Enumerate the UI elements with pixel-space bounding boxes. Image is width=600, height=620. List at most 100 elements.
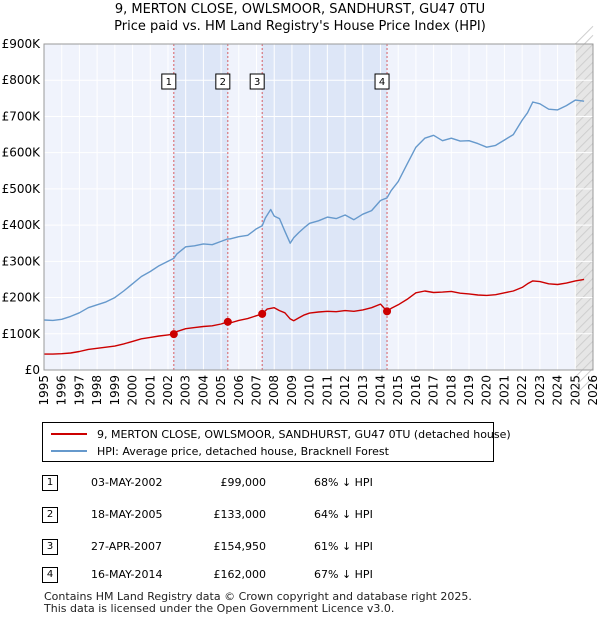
forecast-hatch-line (574, 241, 594, 261)
hpi-line (43, 99, 585, 322)
forecast-hatch-line (574, 142, 594, 162)
forecast-hatch-line (574, 160, 594, 180)
sale-label-box (374, 73, 390, 90)
forecast-hatch-line (574, 79, 594, 99)
y-tick-label: £800K (2, 73, 42, 87)
x-tick-label: 2022 (515, 375, 529, 406)
x-tick-label: 1995 (37, 375, 51, 406)
y-tick-label: £700K (2, 109, 42, 123)
sale-label-number: 3 (254, 77, 260, 88)
x-tick-label: 2009 (285, 375, 299, 406)
footer-line: This data is licensed under the Open Gov… (44, 602, 395, 615)
sale-label-number: 1 (166, 77, 172, 88)
x-tick-label: 1997 (72, 375, 86, 406)
x-tick-label: 2025 (568, 375, 582, 406)
sale-number-badge: 4 (42, 567, 58, 583)
legend-label-hpi: HPI: Average price, detached house, Brac… (97, 444, 389, 458)
sale-price: £133,000 (213, 508, 267, 521)
forecast-hatch-line (574, 322, 594, 342)
forecast-hatch-line (574, 97, 594, 117)
sale-date: 16-MAY-2014 (91, 568, 163, 581)
x-tick-label: 2024 (551, 375, 565, 406)
x-tick-label: 1996 (55, 375, 69, 406)
forecast-hatch-line (574, 187, 594, 207)
legend-line-property (51, 433, 87, 435)
forecast-hatch-line (574, 115, 594, 135)
forecast-hatch-line (574, 376, 594, 396)
legend: 9, MERTON CLOSE, OWLSMOOR, SANDHURST, GU… (42, 422, 511, 462)
x-tick-label: 2019 (462, 375, 476, 406)
y-tick-label: £900K (2, 37, 42, 51)
forecast-hatch-line (574, 340, 594, 360)
property-price-line (44, 278, 585, 355)
forecast-hatch-line (574, 214, 594, 234)
x-tick-label: 2010 (303, 375, 317, 406)
forecast-hatch-line (574, 169, 594, 189)
x-tick-label: 2008 (267, 375, 281, 406)
x-tick-label: 2026 (586, 375, 600, 406)
x-tick-label: 2016 (409, 375, 423, 406)
forecast-hatch-line (574, 349, 594, 369)
sale-date: 18-MAY-2005 (91, 508, 163, 521)
sale-date: 27-APR-2007 (91, 540, 163, 553)
forecast-hatch-line (574, 295, 594, 315)
price-chart: 1 2 3 4 £0 £100K £200K £300K £400K £500K £600K £700… (2, 25, 600, 406)
y-tick-label: £0 (25, 363, 40, 377)
chart-subtitle: Price paid vs. HM Land Registry's House … (114, 19, 486, 34)
legend-line-hpi (51, 450, 87, 452)
x-tick-label: 2007 (250, 375, 264, 406)
x-tick-label: 2018 (444, 375, 458, 406)
forecast-hatch-line (574, 25, 594, 45)
x-tick-label: 2000 (126, 375, 140, 406)
forecast-hatch-line (574, 205, 594, 225)
footer-line: Contains HM Land Registry data © Crown c… (44, 590, 472, 603)
sale-label-number: 4 (379, 77, 385, 88)
x-tick-label: 2012 (338, 375, 352, 406)
sale-point (258, 309, 267, 318)
x-tick-label: 2017 (427, 375, 441, 406)
sale-hpi-diff: 61% ↓ HPI (314, 540, 373, 553)
x-tick-label: 1998 (90, 375, 104, 406)
sale-number-badge: 2 (42, 507, 58, 523)
x-tick-label: 2005 (214, 375, 228, 406)
x-tick-label: 1999 (108, 375, 122, 406)
x-tick-label: 2023 (533, 375, 547, 406)
forecast-hatch-line (574, 268, 594, 288)
forecast-hatch-line (574, 88, 594, 108)
x-tick-label: 2004 (196, 375, 210, 406)
sale-date: 03-MAY-2002 (91, 476, 163, 489)
x-tick-label: 2002 (161, 375, 175, 406)
forecast-hatch-line (574, 250, 594, 270)
sale-number-badge: 1 (42, 475, 58, 491)
forecast-hatch-line (574, 133, 594, 153)
y-tick-label: £300K (2, 254, 42, 268)
sale-label-box (161, 73, 177, 90)
x-tick-label: 2014 (373, 375, 387, 406)
x-tick-label: 2006 (232, 375, 246, 406)
y-tick-label: £100K (2, 327, 42, 341)
forecast-hatch-line (574, 304, 594, 324)
y-tick-label: £500K (2, 182, 42, 196)
forecast-hatch-line (574, 259, 594, 279)
forecast-hatch-line (574, 151, 594, 171)
x-tick-label: 2013 (356, 375, 370, 406)
shaded-range (262, 44, 388, 370)
sale-hpi-diff: 68% ↓ HPI (314, 476, 373, 489)
x-tick-label: 2015 (391, 375, 405, 406)
forecast-hatch-line (574, 52, 594, 72)
plot-border (43, 43, 594, 371)
sale-price: £154,950 (213, 540, 267, 553)
x-tick-label: 2021 (497, 375, 511, 406)
y-tick-label: £600K (2, 146, 42, 160)
sale-label-number: 2 (220, 77, 226, 88)
legend-item-property: 9, MERTON CLOSE, OWLSMOOR, SANDHURST, GU… (51, 426, 511, 442)
sale-label-box (249, 73, 265, 90)
forecast-hatch-line (574, 178, 594, 198)
shaded-range (173, 44, 228, 370)
sale-point (169, 330, 178, 339)
legend-item-hpi: HPI: Average price, detached house, Brac… (51, 443, 389, 459)
y-tick-label: £200K (2, 291, 42, 305)
forecast-hatch-line (574, 61, 594, 81)
sale-price: £99,000 (220, 476, 267, 489)
forecast-hatch-line (574, 286, 594, 306)
